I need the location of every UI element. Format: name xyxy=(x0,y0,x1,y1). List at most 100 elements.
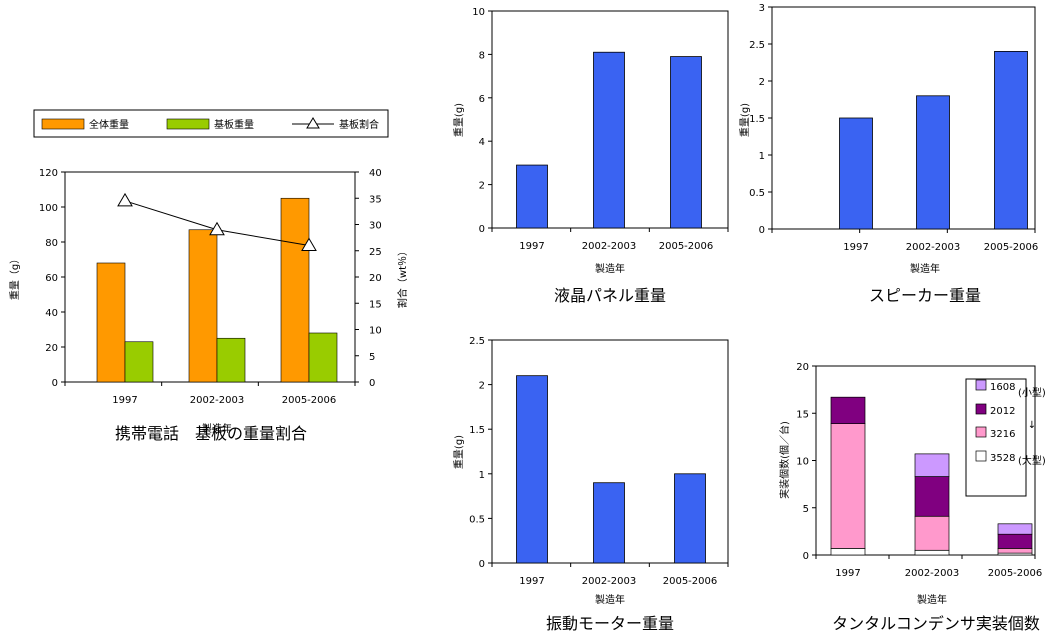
chart-title: 携帯電話 基板の重量割合 xyxy=(115,424,307,443)
x-tick-label: 1997 xyxy=(519,576,544,587)
legend-swatch-3216 xyxy=(975,426,987,438)
x-tick-label: 2002-2003 xyxy=(190,395,245,406)
bar-3528-2002-2003 xyxy=(914,549,950,556)
legend: 全体重量 基板重量 基板割合 xyxy=(33,109,389,138)
y-tick-label: 2 xyxy=(759,77,765,88)
bar-1997 xyxy=(839,117,873,230)
legend-label-total: 全体重量 xyxy=(89,118,129,131)
y-tick-label: 10 xyxy=(472,7,485,18)
y2-tick-label: 5 xyxy=(369,352,375,363)
legend-note-large: (大型) xyxy=(1018,454,1046,467)
bar-3216-1997 xyxy=(830,423,866,549)
legend-swatch-board xyxy=(166,118,210,130)
legend-swatch-2012 xyxy=(975,403,987,415)
x-tick-label: 2002-2003 xyxy=(905,568,960,579)
chart-motor: 0 0.5 1 1.5 2 2.5 1997 2002-2003 2005-2006 製造年 重量(… xyxy=(452,336,729,633)
legend-note-arrow: ↓ xyxy=(1028,420,1036,431)
x-axis-label: 製造年 xyxy=(917,593,947,606)
y-tick-label: 100 xyxy=(39,203,58,214)
chart-speaker: 0 0.5 1 1.5 2 2.5 3 1997 2002-2003 2005-2006 製造年 重量… xyxy=(738,3,1038,305)
x-tick-label: 1997 xyxy=(843,242,868,253)
y-tick-label: 1 xyxy=(759,151,765,162)
y-tick-label: 2 xyxy=(479,181,485,192)
bar-1608-2002-2003 xyxy=(914,453,950,477)
x-tick-label: 2002-2003 xyxy=(906,242,961,253)
y-tick-label: 6 xyxy=(479,94,485,105)
x-tick-label: 2005-2006 xyxy=(659,241,714,252)
chart-title: 振動モーター重量 xyxy=(546,614,674,633)
x-tick-label: 2005-2006 xyxy=(984,242,1039,253)
y-tick-label: 8 xyxy=(479,50,485,61)
bar-2012-2002-2003 xyxy=(914,476,950,517)
y-tick-label: 4 xyxy=(479,137,485,148)
bar-2005-2006 xyxy=(674,473,706,564)
line-point-1997 xyxy=(117,192,133,207)
legend-label-ratio: 基板割合 xyxy=(339,118,379,131)
x-axis-label: 製造年 xyxy=(910,262,940,275)
y-tick-label: 0 xyxy=(52,378,58,389)
x-axis-label: 製造年 xyxy=(595,593,625,606)
bar-1997 xyxy=(516,375,548,564)
legend-label-board: 基板重量 xyxy=(214,118,254,131)
y-tick-label: 120 xyxy=(39,168,58,179)
y-axis-label: 重量(g) xyxy=(452,435,465,469)
y-tick-label: 2 xyxy=(479,381,485,392)
chart-lcd: 0 2 4 6 8 10 1997 2002-2003 2005-2006 製造年 重量(g) 液晶パ… xyxy=(452,7,729,305)
y2-tick-label: 20 xyxy=(369,273,382,284)
x-tick-label: 2005-2006 xyxy=(988,568,1043,579)
chart-tantalum: 0 5 10 15 20 1997 2002-2003 2005-2006 製造年 実装個数(個／… xyxy=(778,362,1046,633)
x-tick-label: 1997 xyxy=(112,395,137,406)
y2-tick-label: 10 xyxy=(369,326,382,337)
y2-tick-label: 25 xyxy=(369,247,382,258)
chart-title: 液晶パネル重量 xyxy=(554,286,666,305)
bar-3216-2005-2006 xyxy=(997,548,1033,554)
bar-基板重量-2002-2003 xyxy=(216,337,246,383)
y-tick-label: 0.5 xyxy=(469,514,485,525)
y2-tick-label: 0 xyxy=(369,378,375,389)
x-axis-label: 製造年 xyxy=(595,262,625,275)
bar-3216-2002-2003 xyxy=(914,515,950,551)
legend-label-2012: 2012 xyxy=(990,406,1015,417)
bar-全体重量-1997 xyxy=(96,262,126,383)
y-tick-label: 20 xyxy=(45,343,58,354)
chart-title: スピーカー重量 xyxy=(869,286,981,305)
y-tick-label: 1.5 xyxy=(749,114,765,125)
y-tick-label: 2.5 xyxy=(749,40,765,51)
y2-axis-label: 割合（wt％） xyxy=(396,246,409,308)
bar-全体重量-2002-2003 xyxy=(188,229,218,383)
chart-title: タンタルコンデンサ実装個数 xyxy=(832,614,1040,633)
y-tick-label: 1.5 xyxy=(469,425,485,436)
line-point-2005-2006 xyxy=(301,237,317,251)
y-tick-label: 20 xyxy=(796,362,809,373)
y-tick-label: 40 xyxy=(45,308,58,319)
legend-label-3216: 3216 xyxy=(990,429,1015,440)
x-tick-label: 2005-2006 xyxy=(663,576,718,587)
legend-label-1608: 1608 xyxy=(990,382,1015,393)
y-tick-label: 0 xyxy=(479,224,485,235)
legend-label-3528: 3528 xyxy=(990,453,1015,464)
y-tick-label: 0 xyxy=(803,551,809,562)
bar-2012-2005-2006 xyxy=(997,533,1033,549)
bar-全体重量-2005-2006 xyxy=(280,197,310,383)
y2-tick-label: 40 xyxy=(369,168,382,179)
x-tick-label: 1997 xyxy=(835,568,860,579)
legend-note-small: (小型) xyxy=(1018,386,1046,399)
legend: 1608 2012 3216 3528 (小型) ↓ (大型) xyxy=(965,378,1046,497)
legend-swatch-total xyxy=(41,118,85,130)
bar-2005-2006 xyxy=(670,56,702,229)
bar-2005-2006 xyxy=(994,51,1028,230)
bar-2012-1997 xyxy=(830,396,866,424)
bar-基板重量-2005-2006 xyxy=(308,332,338,383)
legend-box xyxy=(965,378,1027,497)
legend-box xyxy=(33,109,389,138)
y-tick-label: 3 xyxy=(759,3,765,14)
y-tick-label: 1 xyxy=(479,470,485,481)
x-axis-label: 製造年 xyxy=(202,422,232,435)
y2-tick-label: 35 xyxy=(369,194,382,205)
y-tick-label: 60 xyxy=(45,273,58,284)
bar-2002-2003 xyxy=(593,482,625,564)
y-axis-label: 重量(g) xyxy=(452,103,465,137)
legend-swatch-3528 xyxy=(975,450,987,462)
x-tick-label: 2002-2003 xyxy=(582,576,637,587)
